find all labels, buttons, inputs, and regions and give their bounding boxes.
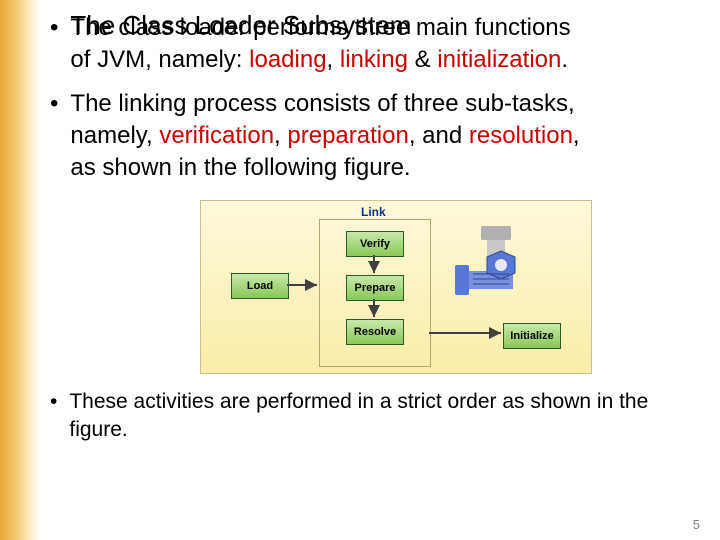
verify-box: Verify bbox=[346, 231, 404, 257]
bullet-marker: • bbox=[50, 12, 58, 44]
bullet-3-text: These activities are performed in a stri… bbox=[69, 388, 700, 444]
bolt-illustration-icon bbox=[451, 221, 521, 306]
t: , bbox=[327, 46, 340, 73]
hl-preparation: preparation bbox=[287, 122, 408, 149]
t: . bbox=[561, 46, 568, 73]
hl-verification: verification bbox=[159, 122, 274, 149]
slide-heading: The Class Loader Subsystem bbox=[70, 10, 411, 41]
t: , bbox=[573, 122, 580, 149]
t: , bbox=[274, 122, 287, 149]
hl-resolution: resolution bbox=[469, 122, 573, 149]
bullet-2-text: The linking process consists of three su… bbox=[70, 88, 579, 184]
t: & bbox=[408, 46, 437, 73]
t: namely, bbox=[70, 122, 159, 149]
page-number: 5 bbox=[693, 517, 700, 532]
t: The linking process consists of three su… bbox=[70, 90, 574, 117]
bullet-3: • These activities are performed in a st… bbox=[50, 388, 700, 444]
load-box: Load bbox=[231, 273, 289, 299]
initialize-box: Initialize bbox=[503, 323, 561, 349]
link-label: Link bbox=[361, 205, 386, 219]
resolve-box: Resolve bbox=[346, 319, 404, 345]
t: as shown in the following figure. bbox=[70, 154, 410, 181]
bullet-1-line2-pre: of JVM, namely: bbox=[70, 46, 249, 73]
prepare-box: Prepare bbox=[346, 275, 404, 301]
hl-loading: loading bbox=[249, 46, 326, 73]
slide-content: • The Class Loader Subsystem The class l… bbox=[50, 12, 700, 448]
bullet-2: • The linking process consists of three … bbox=[50, 88, 700, 184]
t: , and bbox=[409, 122, 469, 149]
bullet-marker: • bbox=[50, 388, 57, 416]
hl-linking: linking bbox=[340, 46, 408, 73]
class-loader-diagram: Link Load Verify Prepare Resolve Initial… bbox=[200, 200, 592, 374]
left-gradient-decor bbox=[0, 0, 40, 540]
hl-initialization: initialization bbox=[437, 46, 561, 73]
bullet-1: • The Class Loader Subsystem The class l… bbox=[50, 12, 700, 76]
bullet-marker: • bbox=[50, 88, 58, 120]
